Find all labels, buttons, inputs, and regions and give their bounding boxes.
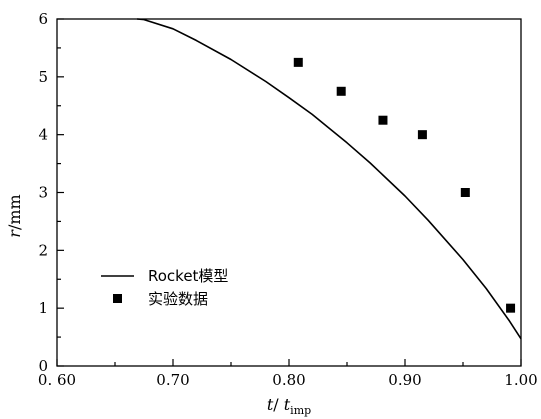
data-point — [460, 188, 470, 197]
y-tick-label: 5 — [38, 68, 48, 86]
y-tick-label: 0 — [38, 357, 48, 375]
y-axis-symbol: r — [5, 229, 24, 238]
x-tick-label: 1.00 — [504, 371, 537, 389]
axis-ticks — [56, 18, 522, 367]
y-tick-label: 1 — [38, 299, 48, 317]
y-tick-label: 4 — [38, 126, 48, 144]
data-point — [417, 130, 427, 140]
data-point — [293, 57, 303, 67]
y-axis-unit: /mm — [5, 194, 24, 230]
y-tick-label: 3 — [38, 184, 48, 202]
data-point — [336, 86, 346, 96]
x-axis-symbol: t — [267, 395, 274, 414]
legend-label-experiment: 实验数据 — [148, 290, 208, 308]
data-point — [378, 115, 388, 125]
y-tick-label: 2 — [38, 241, 48, 259]
x-axis-subscript: imp — [290, 404, 311, 417]
model-curve — [136, 18, 522, 340]
x-tick-label: 0. 60 — [38, 371, 76, 389]
plot-series — [136, 18, 522, 340]
x-axis-title: t/ timp — [267, 395, 311, 417]
x-axis-separator: / — [273, 395, 283, 414]
legend-square-marker — [113, 294, 122, 303]
x-tick-label: 0.90 — [388, 371, 421, 389]
legend: Rocket模型 实验数据 — [101, 267, 228, 308]
legend-label-model: Rocket模型 — [148, 267, 228, 285]
data-point — [506, 303, 516, 313]
plot-frame — [56, 18, 522, 367]
x-tick-label: 0.80 — [272, 371, 305, 389]
y-axis-title: r/mm — [5, 194, 24, 237]
x-axis-variable: t — [284, 395, 291, 414]
x-tick-label: 0.70 — [156, 371, 189, 389]
tick-labels: 0. 60 0.70 0.80 0.90 1.00 0 1 2 3 4 5 6 — [38, 10, 538, 389]
y-tick-label: 6 — [38, 10, 48, 28]
